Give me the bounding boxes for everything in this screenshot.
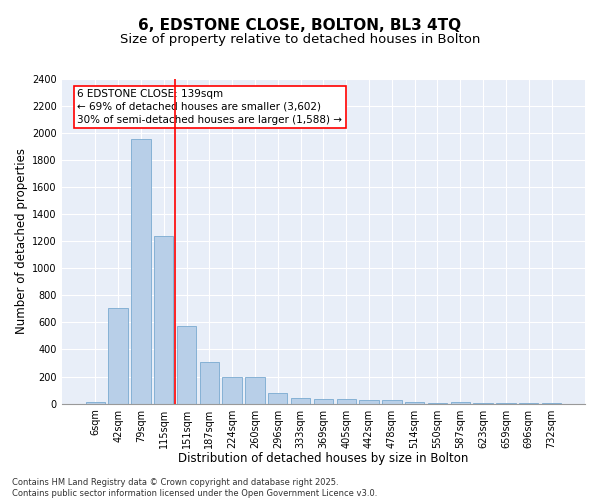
Bar (154, 236, 173, 404)
Bar (268, 393, 287, 404)
Bar (223, 376, 242, 404)
Bar (291, 398, 310, 404)
Bar (86, 402, 105, 404)
Bar (337, 399, 356, 404)
Bar (200, 362, 219, 404)
Text: 6 EDSTONE CLOSE: 139sqm
← 69% of detached houses are smaller (3,602)
30% of semi: 6 EDSTONE CLOSE: 139sqm ← 69% of detache… (77, 88, 343, 125)
Bar (131, 138, 151, 404)
Y-axis label: Number of detached properties: Number of detached properties (15, 148, 28, 334)
Bar (451, 402, 470, 404)
Text: Size of property relative to detached houses in Bolton: Size of property relative to detached ho… (120, 32, 480, 46)
Bar (473, 403, 493, 404)
Bar (382, 400, 401, 404)
Bar (405, 402, 424, 404)
X-axis label: Distribution of detached houses by size in Bolton: Distribution of detached houses by size … (178, 452, 469, 465)
Bar (496, 403, 515, 404)
Bar (245, 377, 265, 404)
Bar (177, 326, 196, 404)
Bar (314, 399, 333, 404)
Text: 6, EDSTONE CLOSE, BOLTON, BL3 4TQ: 6, EDSTONE CLOSE, BOLTON, BL3 4TQ (139, 18, 461, 32)
Text: Contains HM Land Registry data © Crown copyright and database right 2025.
Contai: Contains HM Land Registry data © Crown c… (12, 478, 377, 498)
Bar (428, 403, 447, 404)
Bar (359, 400, 379, 404)
Bar (109, 308, 128, 404)
